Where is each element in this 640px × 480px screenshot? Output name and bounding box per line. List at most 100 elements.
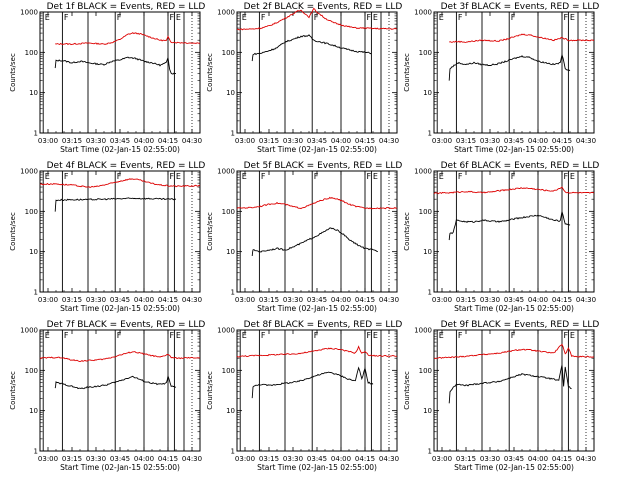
x-tick-label: 04:15 bbox=[552, 137, 572, 145]
plot-frame bbox=[39, 170, 201, 293]
lld-series-line bbox=[433, 343, 595, 359]
x-tick-label: 03:30 bbox=[283, 137, 303, 145]
x-tick-label: 04:00 bbox=[331, 296, 351, 304]
y-axis-label: Counts/sec bbox=[206, 53, 214, 92]
y-tick-label: 100 bbox=[419, 208, 432, 216]
x-tick-label: 03:15 bbox=[259, 137, 279, 145]
lld-series-line bbox=[449, 33, 595, 43]
x-tick-label: 03:00 bbox=[38, 137, 58, 145]
lld-series-line bbox=[39, 351, 201, 362]
y-tick-label: 10 bbox=[29, 407, 38, 415]
x-tick-label: 04:00 bbox=[528, 296, 548, 304]
y-tick-label: 1000 bbox=[20, 9, 38, 17]
x-tick-label: 04:30 bbox=[576, 455, 596, 463]
x-tick-label: 03:00 bbox=[38, 296, 58, 304]
y-tick-label: 10 bbox=[29, 248, 38, 256]
marker-label: E bbox=[242, 172, 247, 181]
marker-label: F bbox=[170, 172, 175, 181]
marker-label: F bbox=[511, 172, 516, 181]
marker-label: E bbox=[570, 172, 575, 181]
x-tick-label: 04:15 bbox=[355, 137, 375, 145]
x-tick-label: 03:45 bbox=[110, 455, 130, 463]
y-tick-label: 100 bbox=[25, 208, 38, 216]
y-tick-label: 10 bbox=[423, 407, 432, 415]
marker-label: F bbox=[117, 13, 122, 22]
x-tick-label: 04:00 bbox=[528, 137, 548, 145]
y-axis-label: Counts/sec bbox=[403, 212, 411, 251]
panel-title: Det 7f BLACK = Events, RED = LLD bbox=[47, 320, 206, 330]
x-tick-label: 03:15 bbox=[456, 296, 476, 304]
x-tick-label: 04:30 bbox=[379, 455, 399, 463]
marker-label: F bbox=[170, 331, 175, 340]
x-tick-label: 03:30 bbox=[86, 296, 106, 304]
events-series-line bbox=[448, 53, 571, 81]
x-tick-label: 04:00 bbox=[528, 455, 548, 463]
x-tick-label: 03:15 bbox=[62, 455, 82, 463]
marker-label: F bbox=[64, 331, 69, 340]
marker-label: E bbox=[176, 172, 181, 181]
marker-label: F bbox=[117, 172, 122, 181]
marker-label: F bbox=[458, 13, 463, 22]
marker-label: F bbox=[458, 331, 463, 340]
plot-frame bbox=[433, 11, 595, 134]
y-tick-label: 1000 bbox=[217, 168, 235, 176]
marker-label: F bbox=[511, 331, 516, 340]
marker-label: E bbox=[439, 331, 444, 340]
x-tick-label: 03:15 bbox=[62, 296, 82, 304]
marker-label: F bbox=[458, 172, 463, 181]
x-tick-label: 04:15 bbox=[552, 455, 572, 463]
y-tick-label: 1000 bbox=[217, 9, 235, 17]
plot-frame bbox=[236, 329, 398, 452]
marker-label: F bbox=[367, 331, 372, 340]
y-tick-label: 1 bbox=[34, 289, 38, 297]
x-tick-label: 04:30 bbox=[182, 137, 202, 145]
marker-label: F bbox=[261, 331, 266, 340]
marker-label: E bbox=[242, 13, 247, 22]
panel-title: Det 9f BLACK = Events, RED = LLD bbox=[441, 320, 600, 330]
x-tick-label: 04:00 bbox=[134, 296, 154, 304]
x-tick-label: 03:00 bbox=[235, 137, 255, 145]
x-tick-label: 03:45 bbox=[307, 455, 327, 463]
marker-label: E bbox=[176, 13, 181, 22]
x-tick-label: 04:15 bbox=[158, 455, 178, 463]
x-tick-label: 04:00 bbox=[134, 455, 154, 463]
x-axis-label: Start Time (02-Jan-15 02:55:00) bbox=[60, 463, 180, 472]
y-tick-label: 1000 bbox=[414, 168, 432, 176]
y-axis-label: Counts/sec bbox=[9, 371, 17, 410]
x-axis-label: Start Time (02-Jan-15 02:55:00) bbox=[454, 145, 574, 154]
marker-label: F bbox=[261, 13, 266, 22]
x-axis-label: Start Time (02-Jan-15 02:55:00) bbox=[257, 145, 377, 154]
events-series-line bbox=[54, 197, 176, 212]
marker-label: E bbox=[45, 13, 50, 22]
panel-title: Det 6f BLACK = Events, RED = LLD bbox=[441, 161, 600, 171]
plot-frame bbox=[236, 170, 398, 293]
y-tick-label: 1000 bbox=[20, 327, 38, 335]
y-tick-label: 100 bbox=[222, 49, 235, 57]
plot-frame bbox=[236, 11, 398, 134]
x-tick-label: 03:15 bbox=[259, 455, 279, 463]
marker-label: F bbox=[314, 172, 319, 181]
y-tick-label: 100 bbox=[25, 49, 38, 57]
x-tick-label: 03:15 bbox=[456, 137, 476, 145]
events-series-line bbox=[251, 227, 378, 257]
x-tick-label: 03:15 bbox=[62, 137, 82, 145]
lld-series-line bbox=[39, 178, 201, 189]
marker-label: E bbox=[45, 172, 50, 181]
x-tick-label: 04:30 bbox=[379, 137, 399, 145]
x-tick-label: 04:15 bbox=[355, 296, 375, 304]
y-tick-label: 10 bbox=[423, 89, 432, 97]
marker-label: F bbox=[64, 172, 69, 181]
panel-title: Det 2f BLACK = Events, RED = LLD bbox=[244, 2, 403, 12]
x-tick-label: 03:45 bbox=[504, 137, 524, 145]
y-axis-label: Counts/sec bbox=[9, 212, 17, 251]
x-tick-label: 04:00 bbox=[134, 137, 154, 145]
x-tick-label: 03:15 bbox=[259, 296, 279, 304]
marker-label: F bbox=[511, 13, 516, 22]
events-series-line bbox=[54, 56, 176, 75]
y-tick-label: 10 bbox=[226, 407, 235, 415]
